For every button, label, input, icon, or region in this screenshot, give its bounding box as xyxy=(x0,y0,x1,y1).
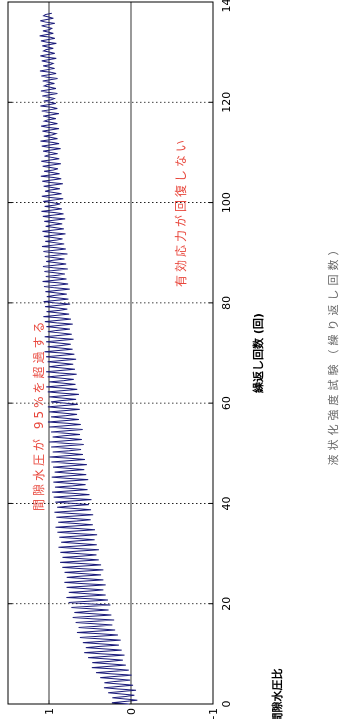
y-axis-label: 過剰間隙水圧比 xyxy=(270,669,284,720)
x-tick-label: 0 xyxy=(220,701,233,708)
x-tick-label: 40 xyxy=(220,496,233,510)
series-line xyxy=(39,12,138,705)
y-tick-label: 0 xyxy=(125,708,138,715)
x-tick-label: 60 xyxy=(220,396,233,410)
x-axis-label: 繰返し回数 (回) xyxy=(251,313,265,393)
plot-frame xyxy=(7,1,214,705)
series-layer xyxy=(39,12,138,705)
annotation-pore-pressure: 間隙水圧が 95%を超過する xyxy=(31,319,46,512)
figure-caption: 液状化強度試験（繰り返し回数） xyxy=(326,241,340,466)
annotation-effective-stress: 有効応力が回復しない xyxy=(173,137,188,287)
grid-layer xyxy=(8,2,213,704)
y-tick-label: 1 xyxy=(43,708,56,715)
y-tick-label: −1 xyxy=(207,708,220,719)
x-tick-label: 120 xyxy=(220,92,233,113)
x-tick-label: 100 xyxy=(220,192,233,213)
x-tick-label: 140 xyxy=(220,0,233,13)
x-tick-label: 20 xyxy=(220,597,233,611)
x-tick-label: 80 xyxy=(220,296,233,310)
